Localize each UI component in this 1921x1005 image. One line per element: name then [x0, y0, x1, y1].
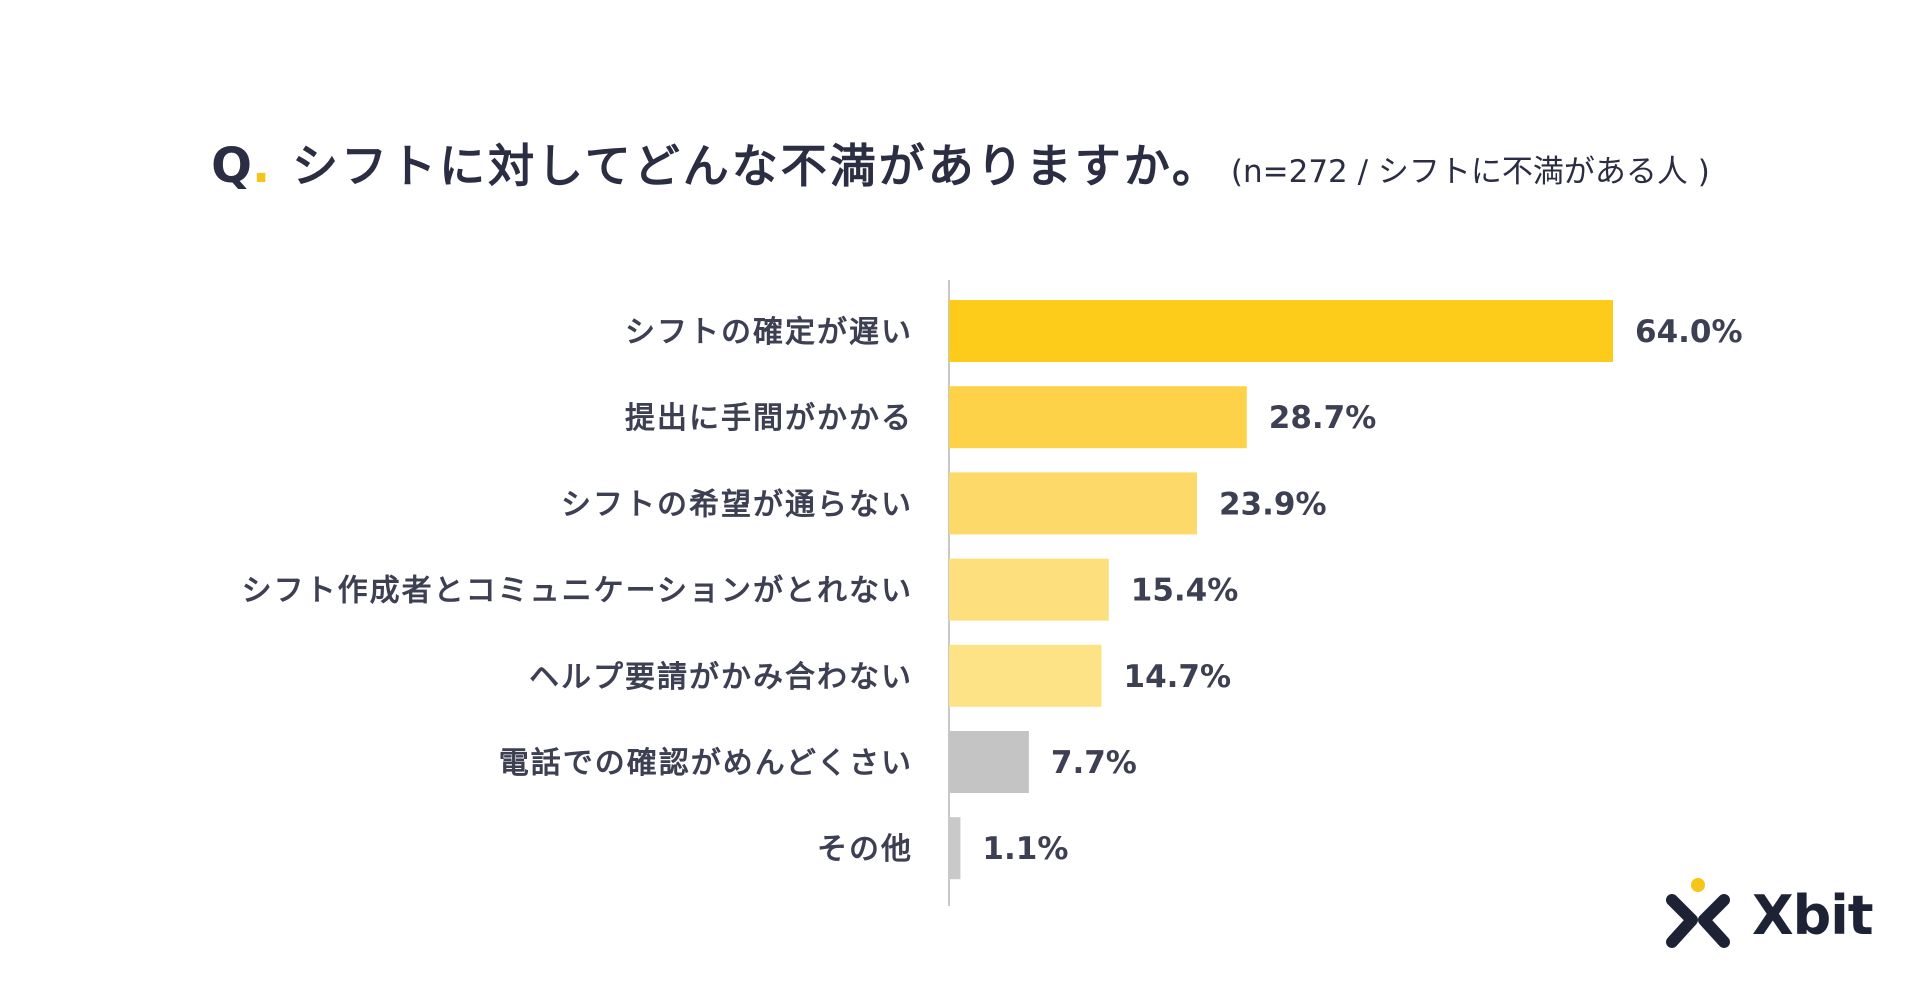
title-q-letter: Q: [211, 138, 252, 194]
title-subtitle: (n=272 / シフトに不満がある人 ): [1230, 154, 1710, 190]
category-label: その他: [817, 832, 913, 867]
category-label: 提出に手間がかかる: [625, 401, 913, 436]
value-label: 28.7%: [1269, 400, 1377, 436]
category-label: ヘルプ要請がかみ合わない: [529, 660, 913, 695]
bar-4: [949, 558, 1109, 621]
bar-5: [949, 644, 1102, 707]
category-label: シフトの希望が通らない: [561, 487, 913, 522]
bar-7: [949, 817, 961, 880]
bar-2: [949, 386, 1247, 449]
title-q-dot: .: [251, 138, 271, 194]
category-label: 電話での確認がめんどくさい: [499, 746, 913, 781]
value-label: 23.9%: [1219, 486, 1327, 522]
value-label: 15.4%: [1131, 573, 1239, 609]
xbit-person-icon: [1666, 878, 1730, 948]
category-label: シフト作成者とコミュニケーションがとれない: [242, 574, 913, 609]
chart-title: Q. シフトに対してどんな不満がありますか。 (n=272 / シフトに不満がある人…: [0, 130, 1921, 196]
bar-1: [949, 300, 1613, 362]
value-label: 64.0%: [1635, 314, 1743, 350]
value-label: 1.1%: [982, 831, 1068, 867]
category-label: シフトの確定が遅い: [625, 315, 913, 350]
value-label: 7.7%: [1051, 745, 1137, 781]
brand-name: Xbit: [1752, 884, 1874, 947]
bars-group: シフトの確定が遅い 64.0% 提出に手間がかかる 28.7% シフトの希望が通らない 2…: [242, 300, 1743, 880]
bar-3: [949, 472, 1197, 535]
title-text: シフトに対してどんな不満がありますか。: [292, 139, 1221, 193]
bar-6: [949, 731, 1029, 793]
value-label: 14.7%: [1124, 659, 1232, 695]
